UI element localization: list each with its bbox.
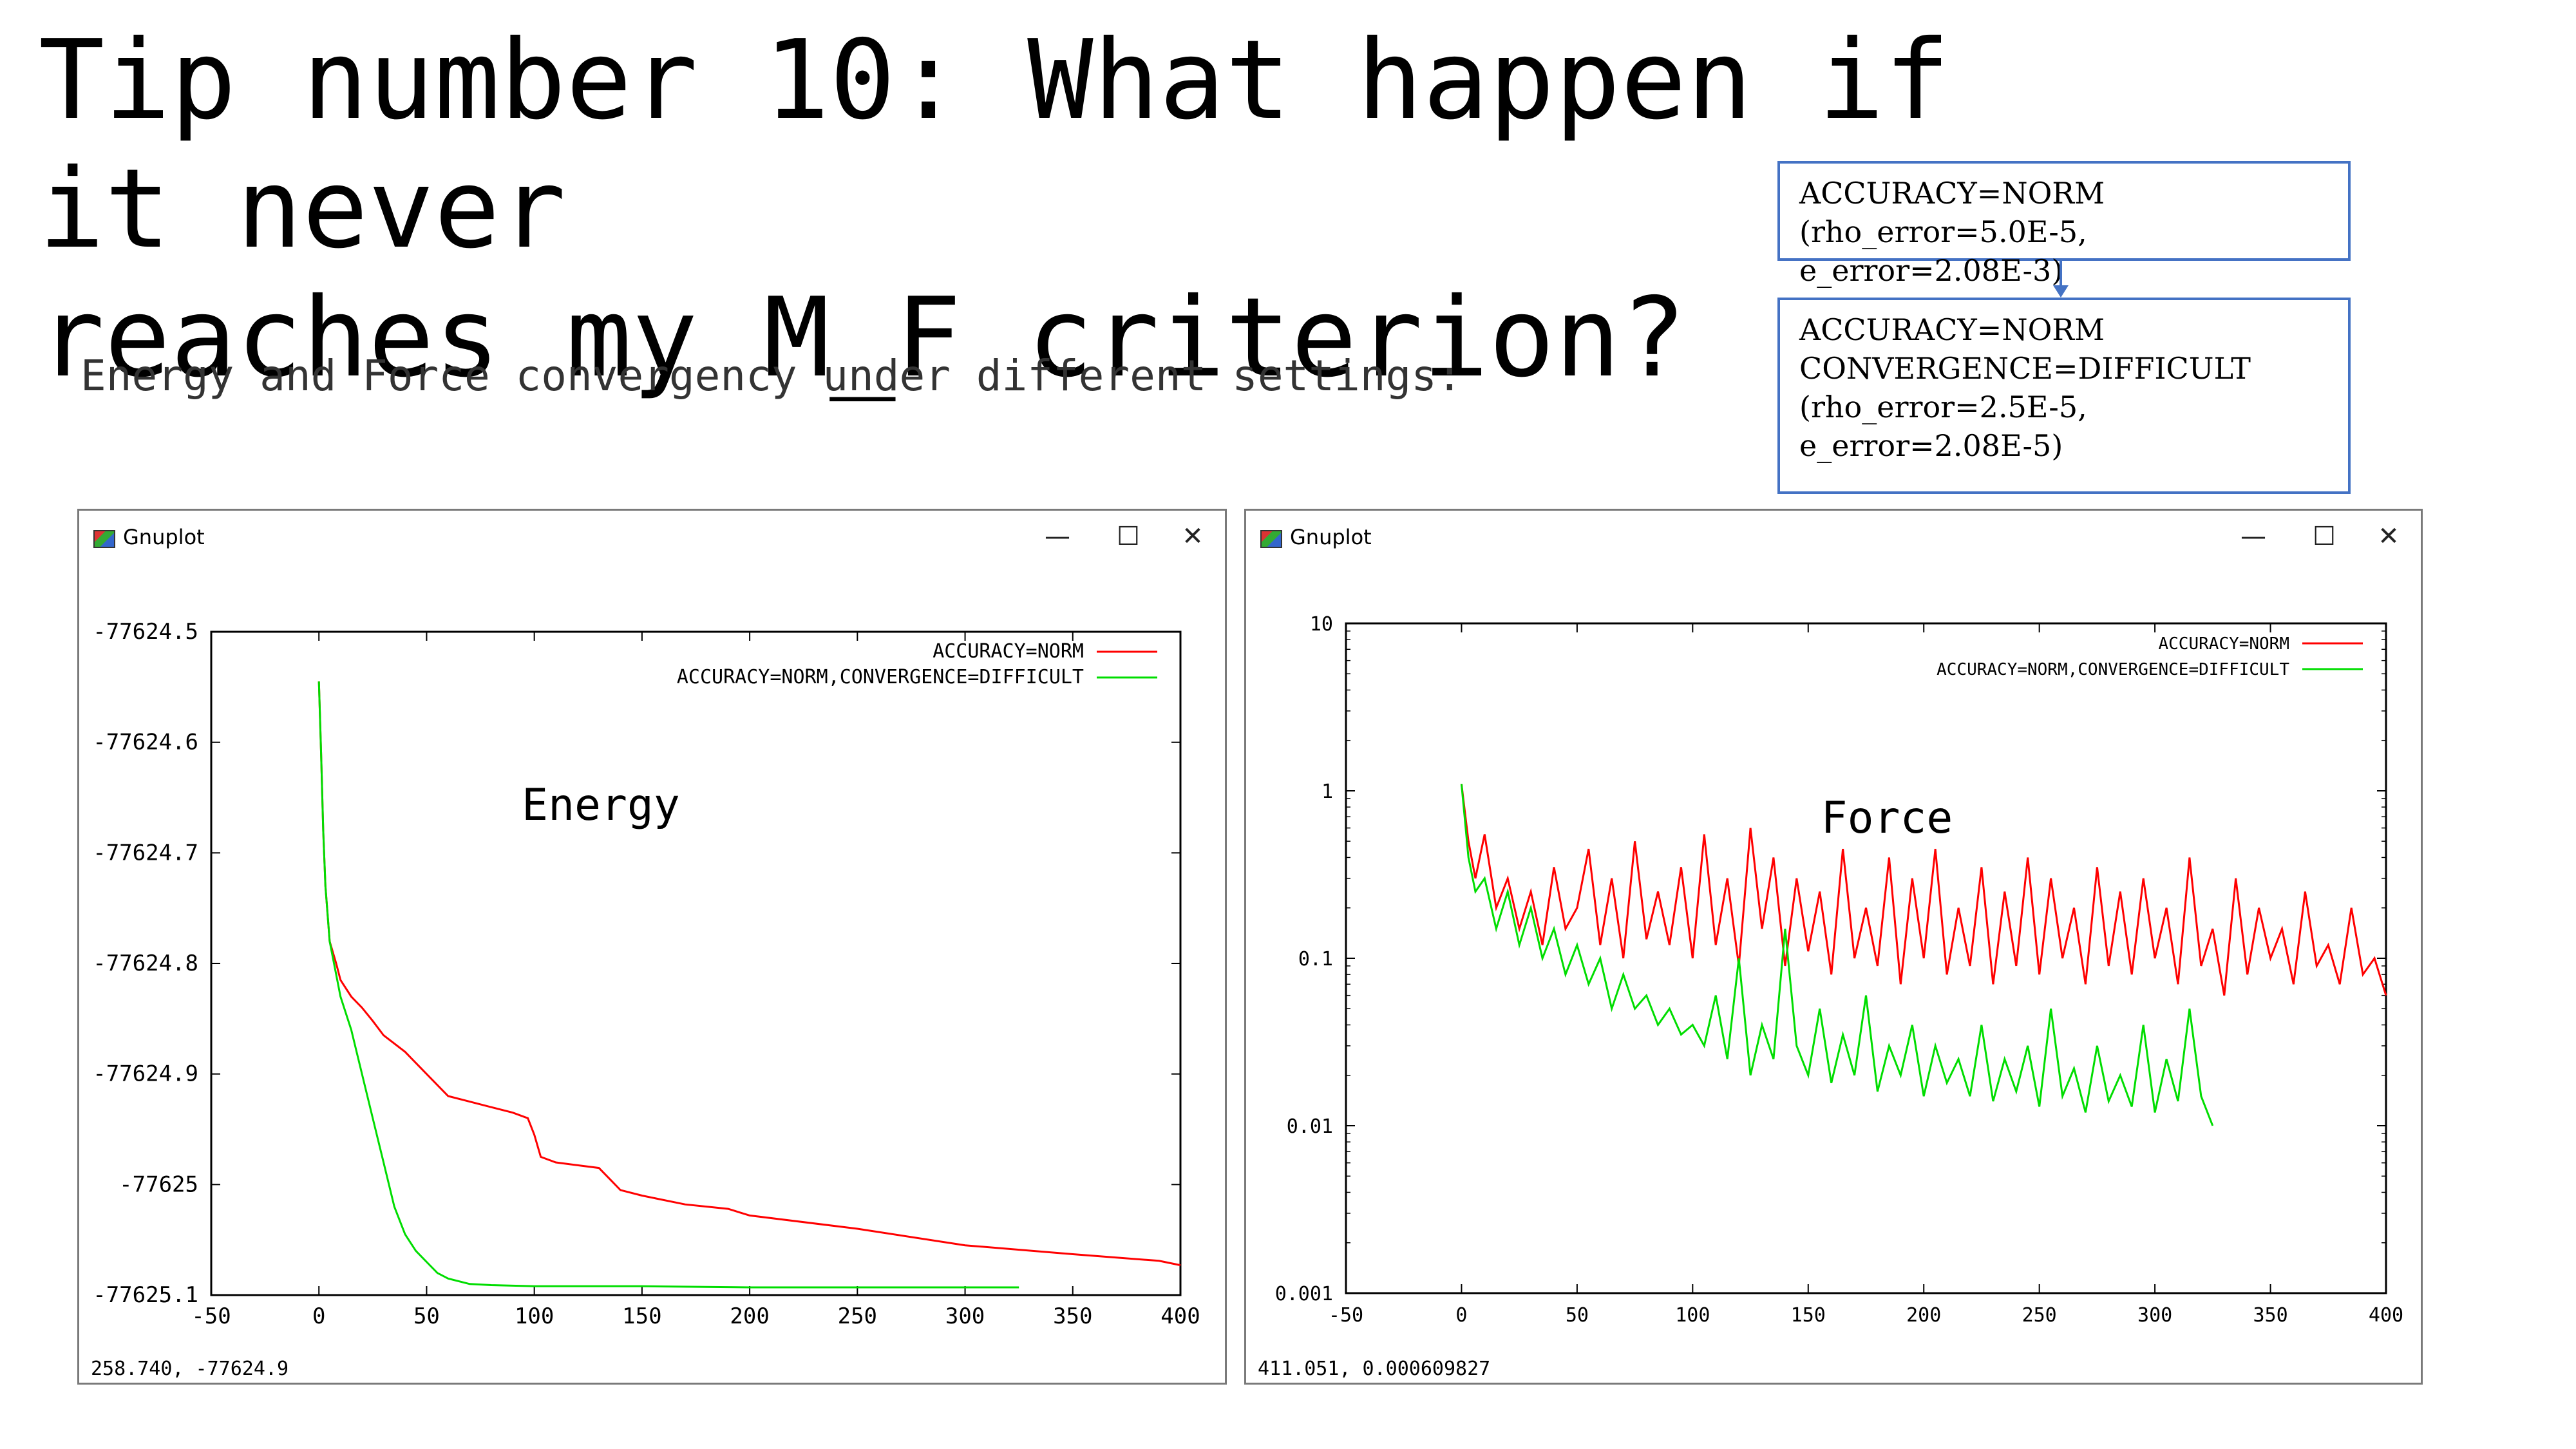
gnuplot-window-force[interactable]: Gnuplot — ☐ ✕ -50 0 50 100 150 200 250 300 350 40… bbox=[1244, 509, 2423, 1385]
x-tick-label: 100 bbox=[515, 1303, 554, 1329]
x-tick-label: 50 bbox=[1566, 1304, 1589, 1327]
cursor-coordinates: 411.051, 0.000609827 bbox=[1258, 1358, 1491, 1380]
y-tick-label: 1 bbox=[1321, 781, 1333, 803]
y-tick-label: -77625 bbox=[119, 1171, 198, 1197]
x-tick-label: 300 bbox=[945, 1303, 985, 1329]
y-tick-label: 0.001 bbox=[1275, 1283, 1333, 1305]
settings-line: ACCURACY=NORM bbox=[1799, 176, 2105, 211]
close-button[interactable]: ✕ bbox=[1182, 522, 1204, 551]
energy-chart[interactable]: -50 0 50 100 150 200 250 300 350 400 -77624.5 -7762… bbox=[79, 562, 1225, 1348]
maximize-button[interactable]: ☐ bbox=[1117, 522, 1140, 551]
gnuplot-app-icon bbox=[1260, 530, 1282, 548]
x-tick-label: 350 bbox=[1053, 1303, 1092, 1329]
x-tick-label: 200 bbox=[730, 1303, 769, 1329]
y-tick-label: -77625.1 bbox=[93, 1282, 198, 1308]
plot-frame bbox=[1345, 622, 2387, 1294]
y-tick-label: 0.01 bbox=[1287, 1115, 1333, 1138]
x-tick-label: 400 bbox=[2369, 1304, 2403, 1327]
y-tick-label: 10 bbox=[1310, 613, 1333, 636]
x-tick-label: 0 bbox=[312, 1303, 325, 1329]
y-tick-label: -77624.5 bbox=[93, 619, 198, 645]
slide-subtitle: Energy and Force convergency under diffe… bbox=[80, 351, 1463, 401]
cursor-coordinates: 258.740, -77624.9 bbox=[91, 1358, 289, 1380]
series-line-norm bbox=[317, 681, 1181, 1267]
gnuplot-app-icon bbox=[93, 530, 115, 548]
series-line-norm bbox=[1460, 784, 2387, 996]
slide-title-line1: Tip number 10: What happen if it never bbox=[39, 17, 1951, 273]
y-tick-label: -77624.6 bbox=[93, 730, 198, 755]
legend-label: ACCURACY=NORM bbox=[933, 640, 1084, 663]
x-tick-label: 250 bbox=[2022, 1304, 2057, 1327]
force-chart[interactable]: -50 0 50 100 150 200 250 300 350 400 10 1 0.1 0.01 0.0… bbox=[1246, 562, 2421, 1348]
legend-label: ACCURACY=NORM bbox=[2159, 634, 2290, 654]
x-tick-label: 50 bbox=[413, 1303, 440, 1329]
x-tick-label: 200 bbox=[1906, 1304, 1941, 1327]
window-titlebar[interactable]: Gnuplot — ☐ ✕ bbox=[79, 511, 1225, 562]
legend-label: ACCURACY=NORM,CONVERGENCE=DIFFICULT bbox=[677, 666, 1084, 688]
settings-line: (rho_error=2.5E-5, e_error=2.08E-5) bbox=[1799, 390, 2097, 463]
gnuplot-window-energy[interactable]: Gnuplot — ☐ ✕ -50 0 50 100 150 200 250 300 350 40… bbox=[77, 509, 1227, 1385]
y-tick-label: -77624.7 bbox=[93, 840, 198, 866]
close-button[interactable]: ✕ bbox=[2378, 522, 2400, 551]
x-tick-label: 0 bbox=[1455, 1304, 1467, 1327]
series-line-difficult bbox=[1460, 784, 2214, 1126]
maximize-button[interactable]: ☐ bbox=[2313, 522, 2336, 551]
x-tick-label: 100 bbox=[1675, 1304, 1710, 1327]
flow-arrow-icon bbox=[2053, 261, 2069, 298]
slide-title: Tip number 10: What happen if it never r… bbox=[39, 16, 1971, 402]
slide-title-line2: reaches my M_F criterion? bbox=[39, 274, 1687, 402]
chart-annotation: Energy bbox=[522, 780, 680, 831]
y-tick-label: -77624.8 bbox=[93, 951, 198, 976]
settings-line: CONVERGENCE=DIFFICULT bbox=[1799, 351, 2251, 386]
settings-box-difficult: ACCURACY=NORM CONVERGENCE=DIFFICULT (rho… bbox=[1777, 298, 2351, 494]
x-tick-label: 300 bbox=[2137, 1304, 2172, 1327]
settings-line: (rho_error=5.0E-5, e_error=2.08E-3) bbox=[1799, 214, 2097, 288]
minimize-button[interactable]: — bbox=[2240, 522, 2266, 551]
window-title: Gnuplot bbox=[1290, 525, 1372, 549]
x-tick-label: 400 bbox=[1160, 1303, 1200, 1329]
legend-label: ACCURACY=NORM,CONVERGENCE=DIFFICULT bbox=[1937, 660, 2289, 679]
x-tick-label: -50 bbox=[191, 1303, 231, 1329]
window-titlebar[interactable]: Gnuplot — ☐ ✕ bbox=[1246, 511, 2421, 562]
window-title: Gnuplot bbox=[123, 525, 205, 549]
x-tick-label: 250 bbox=[838, 1303, 877, 1329]
x-tick-label: 350 bbox=[2253, 1304, 2287, 1327]
x-tick-label: 150 bbox=[1791, 1304, 1826, 1327]
x-tick-label: 150 bbox=[622, 1303, 661, 1329]
plot-frame bbox=[210, 630, 1182, 1296]
settings-line: ACCURACY=NORM bbox=[1799, 312, 2105, 347]
minimize-button[interactable]: — bbox=[1045, 522, 1070, 551]
chart-annotation: Force bbox=[1821, 793, 1953, 844]
series-line-difficult bbox=[317, 681, 1019, 1289]
x-tick-label: -50 bbox=[1329, 1304, 1363, 1327]
settings-box-norm: ACCURACY=NORM (rho_error=5.0E-5, e_error… bbox=[1777, 161, 2351, 288]
y-tick-label: 0.1 bbox=[1298, 948, 1333, 971]
y-tick-label: -77624.9 bbox=[93, 1061, 198, 1087]
